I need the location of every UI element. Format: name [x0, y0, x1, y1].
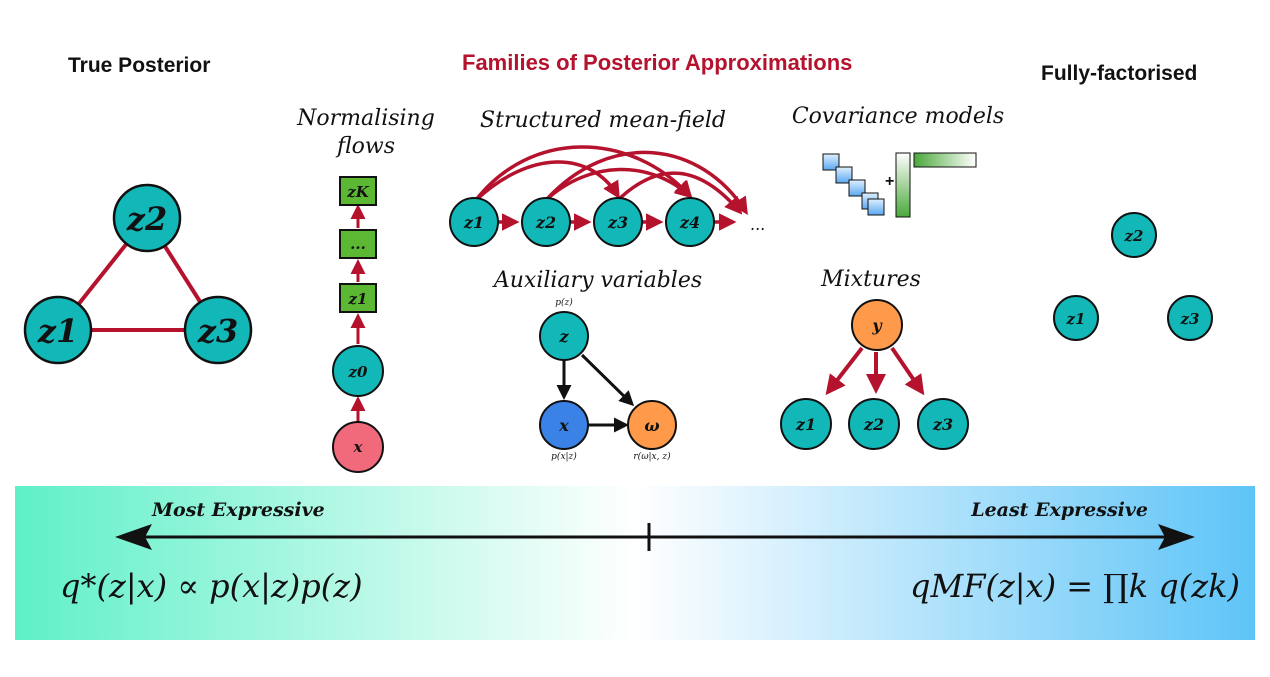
fully-factorised-heading: Fully-factorised — [1041, 62, 1197, 85]
expressiveness-band: Most Expressive Least Expressive q*(z|x)… — [15, 486, 1255, 640]
flow-node-z0 — [332, 345, 384, 397]
ff-node-z2 — [1111, 212, 1157, 258]
most-expressive-label: Most Expressive — [151, 499, 325, 521]
mix-z1-label: z1 — [795, 415, 816, 434]
mix-node-z1 — [780, 398, 832, 450]
smf-node-z4 — [665, 197, 715, 247]
aux-omega-label: ω — [644, 416, 659, 435]
aux-z-label: z — [558, 327, 569, 346]
true-posterior-graph: z2 z1 z3 — [23, 183, 253, 365]
normalising-flows-label-1: Normalising — [296, 106, 435, 131]
diag-square-3 — [848, 179, 866, 197]
ff-z2-label: z2 — [1124, 227, 1144, 245]
node-z1-label: z1 — [37, 312, 78, 350]
aux-node-omega — [627, 400, 677, 450]
mixtures-graph: y z1 z2 z3 — [780, 299, 969, 450]
smf-node-z2 — [521, 197, 571, 247]
flow-node-x — [332, 421, 384, 473]
true-posterior-formula: q*(z|x) ∝ p(x|z)p(z) — [60, 567, 363, 605]
true-posterior-heading: True Posterior — [68, 54, 210, 77]
mix-y-label: y — [871, 316, 883, 335]
diag-square-2 — [835, 166, 853, 184]
smf-z1-label: z1 — [463, 213, 484, 232]
smf-z3-label: z3 — [607, 213, 628, 232]
fully-factorised-graph: z2 z1 z3 — [1053, 212, 1213, 341]
band-arrow-right — [1158, 524, 1195, 550]
diag-square-1 — [822, 153, 840, 171]
smf-node-z3 — [593, 197, 643, 247]
smf-ellipsis: ... — [750, 215, 765, 234]
node-z2 — [112, 183, 182, 253]
flow-zk-label: zK — [346, 183, 370, 201]
node-z3 — [183, 295, 253, 365]
covariance-models-graphic: + — [822, 152, 977, 218]
normalising-flows-label-2: flows — [335, 134, 395, 159]
smf-node-z1 — [449, 197, 499, 247]
mix-z2-label: z2 — [863, 415, 884, 434]
structured-mean-field-graph: z1 z2 z3 z4 ... — [449, 145, 765, 247]
node-z2-label: z2 — [126, 200, 167, 238]
smf-z2-label: z2 — [535, 213, 556, 232]
band-background — [15, 486, 1255, 640]
flow-box-dots — [339, 229, 377, 259]
aux-node-x — [539, 400, 589, 450]
mix-z3-label: z3 — [932, 415, 953, 434]
diag-square-5 — [867, 198, 885, 216]
mix-node-z3 — [917, 398, 969, 450]
flow-x-label: x — [353, 438, 364, 456]
aux-node-z — [539, 311, 589, 361]
node-z3-label: z3 — [197, 312, 238, 350]
smf-z4-label: z4 — [679, 213, 700, 232]
ff-node-z1 — [1053, 295, 1099, 341]
flow-z1-label: z1 — [348, 290, 368, 308]
aux-pz-caption: p(z) — [555, 297, 573, 308]
low-rank-column — [895, 152, 911, 218]
auxiliary-variables-graph: z x ω p(z) p(x|z) r(ω|x, z) — [539, 297, 677, 462]
mixtures-label: Mixtures — [820, 267, 921, 292]
aux-pxz-caption: p(x|z) — [551, 451, 577, 462]
flow-z0-label: z0 — [348, 363, 369, 381]
families-heading: Families of Posterior Approximations — [462, 50, 852, 75]
ff-z3-label: z3 — [1180, 310, 1200, 328]
mix-node-y — [851, 299, 903, 351]
aux-rw-caption: r(ω|x, z) — [633, 451, 671, 462]
auxiliary-variables-label: Auxiliary variables — [492, 268, 702, 293]
aux-x-label: x — [558, 416, 569, 435]
ff-node-z3 — [1167, 295, 1213, 341]
least-expressive-label: Least Expressive — [970, 499, 1148, 521]
band-arrow-left — [115, 524, 152, 550]
normalising-flows-graph: zK ... z1 z0 x — [332, 176, 384, 473]
mix-node-z2 — [848, 398, 900, 450]
covariance-plus: + — [885, 173, 894, 190]
mean-field-formula: qMF(z|x) = ∏k q(zk) — [910, 567, 1240, 605]
structured-mean-field-label: Structured mean-field — [480, 108, 726, 133]
flow-box-zk — [339, 176, 377, 206]
flow-box-z1 — [339, 283, 377, 313]
low-rank-row — [913, 152, 977, 168]
ff-z1-label: z1 — [1066, 310, 1086, 328]
flow-dots-label: ... — [350, 235, 366, 253]
covariance-models-label: Covariance models — [792, 104, 1004, 129]
node-z1 — [23, 295, 93, 365]
